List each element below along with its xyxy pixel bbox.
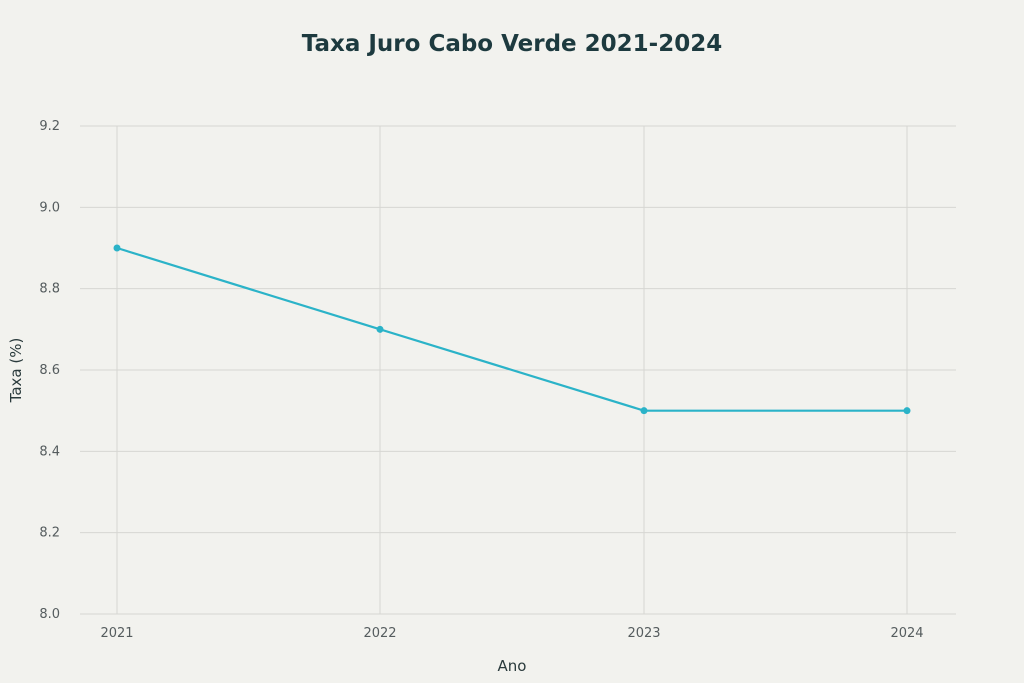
y-tick-label: 8.8 — [39, 282, 60, 297]
y-tick-label: 8.6 — [39, 363, 60, 378]
y-tick-label: 9.0 — [39, 200, 60, 215]
y-axis-ticks: 8.0 8.2 8.4 8.6 8.8 9.0 9.2 — [39, 119, 60, 622]
data-point[interactable] — [376, 325, 384, 333]
grid — [80, 125, 956, 615]
y-axis-label: Taxa (%) — [7, 338, 25, 404]
x-tick-label: 2024 — [890, 626, 923, 641]
data-point[interactable] — [113, 244, 121, 252]
x-axis-label: Ano — [498, 657, 527, 675]
data-point[interactable] — [903, 407, 911, 415]
y-tick-label: 9.2 — [39, 119, 60, 134]
x-tick-label: 2023 — [627, 626, 660, 641]
series-line — [115, 246, 909, 412]
x-tick-label: 2021 — [100, 626, 133, 641]
x-axis-ticks: 2021 2022 2023 2024 — [100, 626, 923, 641]
data-point[interactable] — [640, 407, 648, 415]
chart-title: Taxa Juro Cabo Verde 2021-2024 — [302, 31, 723, 57]
series-layer — [113, 244, 911, 415]
y-tick-label: 8.0 — [39, 607, 60, 622]
x-tick-label: 2022 — [363, 626, 396, 641]
y-tick-label: 8.2 — [39, 526, 60, 541]
y-tick-label: 8.4 — [39, 444, 60, 459]
